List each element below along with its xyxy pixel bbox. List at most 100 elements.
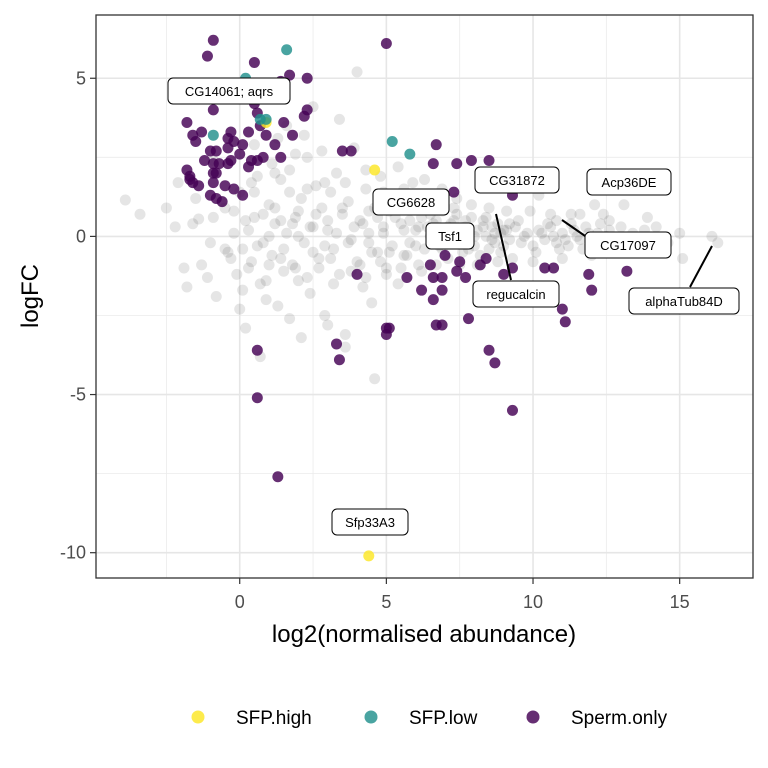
point-sperm-only — [380, 322, 392, 334]
background-point — [331, 227, 343, 239]
point-sperm-only — [260, 129, 272, 141]
background-point — [228, 205, 240, 217]
background-point — [594, 218, 606, 230]
background-point — [677, 253, 689, 265]
background-point — [562, 240, 574, 252]
point-sperm-only — [583, 268, 595, 280]
background-point — [325, 253, 337, 265]
gene-label-box — [586, 168, 672, 196]
gene-label-box — [167, 77, 291, 105]
background-point — [178, 262, 190, 274]
point-sperm-only — [278, 117, 290, 129]
background-point — [392, 161, 404, 173]
background-point — [518, 230, 530, 242]
background-point — [483, 202, 495, 214]
background-point — [615, 221, 627, 233]
background-point — [501, 224, 513, 236]
background-point — [377, 221, 389, 233]
background-point — [243, 224, 255, 236]
background-point — [465, 199, 477, 211]
background-point — [201, 272, 213, 284]
background-point — [410, 240, 422, 252]
background-point — [304, 287, 316, 299]
background-point — [339, 341, 351, 353]
background-point — [257, 237, 269, 249]
gene-label-box — [331, 508, 409, 536]
background-point — [278, 265, 290, 277]
background-point — [360, 164, 372, 176]
gene-label: CG17097 — [584, 231, 672, 259]
background-point — [231, 268, 243, 280]
background-point — [641, 211, 653, 223]
background-point — [169, 221, 181, 233]
gene-label-text: alphaTub84D — [645, 294, 723, 309]
background-point — [222, 246, 234, 258]
point-sperm-only — [331, 338, 343, 350]
background-point — [706, 230, 718, 242]
background-point — [354, 259, 366, 271]
gene-label-text: CG31872 — [489, 173, 545, 188]
point-sperm-only — [210, 192, 222, 204]
background-point — [219, 243, 231, 255]
legend-label: Sperm.only — [571, 708, 668, 729]
gene-label-box — [425, 222, 475, 250]
point-sfp-low — [260, 113, 272, 125]
background-point — [416, 265, 428, 277]
background-point — [486, 221, 498, 233]
point-sperm-only — [301, 104, 313, 116]
y-axis-title: logFC — [17, 264, 44, 328]
gene-label: CG6628 — [372, 188, 450, 216]
background-point — [486, 234, 498, 246]
background-point — [263, 259, 275, 271]
background-point — [240, 322, 252, 334]
point-sperm-only — [436, 272, 448, 284]
background-point — [492, 256, 504, 268]
x-tick-label: 5 — [381, 592, 391, 612]
point-sperm-only — [301, 72, 313, 84]
background-point — [550, 237, 562, 249]
label-connector — [561, 219, 589, 239]
background-point — [351, 66, 363, 78]
point-sperm-only — [181, 117, 193, 129]
background-point — [530, 246, 542, 258]
background-point — [395, 218, 407, 230]
background-point — [380, 268, 392, 280]
background-point — [574, 234, 586, 246]
point-sperm-only — [480, 253, 492, 265]
background-point — [284, 186, 296, 198]
point-sperm-only — [380, 37, 392, 49]
point-sperm-only — [251, 392, 263, 404]
y-tick-label: 5 — [76, 68, 86, 88]
background-point — [401, 249, 413, 261]
background-point — [210, 291, 222, 302]
background-point — [295, 192, 307, 204]
background-point — [196, 259, 208, 271]
background-point — [477, 221, 489, 233]
point-sperm-only — [336, 145, 348, 157]
background-point — [360, 272, 372, 284]
background-point — [307, 221, 319, 233]
point-sperm-only — [234, 148, 246, 160]
background-point — [501, 205, 513, 217]
background-point — [451, 208, 463, 220]
background-point — [559, 234, 571, 246]
point-sfp-low — [281, 44, 293, 56]
y-tick-label: -10 — [60, 543, 86, 563]
background-point — [480, 211, 492, 223]
background-point — [550, 215, 562, 227]
point-sperm-only — [451, 265, 463, 277]
point-sperm-only — [272, 471, 284, 483]
background-point — [263, 199, 275, 211]
background-point — [260, 294, 272, 306]
background-point — [471, 224, 483, 236]
background-point — [357, 281, 369, 293]
background-point — [313, 253, 325, 265]
background-point — [284, 313, 296, 325]
point-sperm-only — [427, 272, 439, 284]
background-point — [322, 224, 334, 236]
background-point — [254, 278, 266, 290]
point-sperm-only — [207, 104, 219, 116]
point-sperm-only — [556, 303, 568, 315]
background-point — [272, 300, 284, 312]
background-point — [275, 215, 287, 227]
